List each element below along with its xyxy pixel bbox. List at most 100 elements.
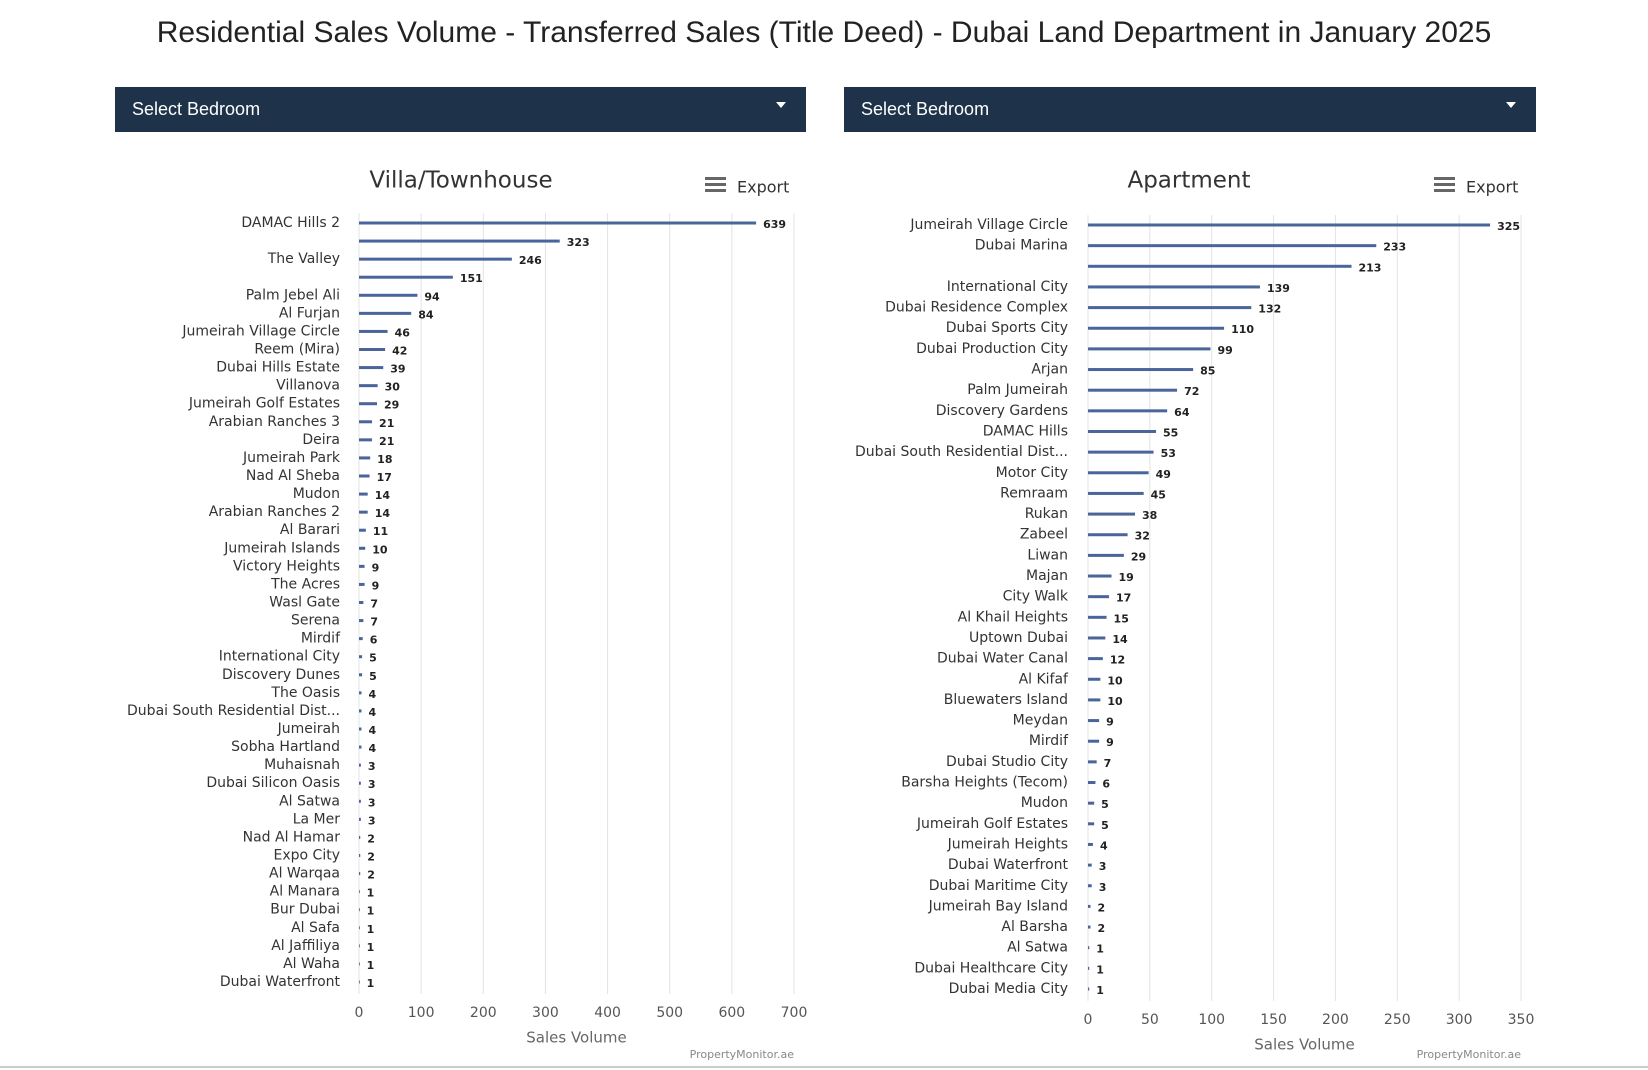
category-label: Jumeirah Heights (947, 836, 1068, 852)
category-label: Jumeirah Golf Estates (188, 396, 340, 412)
bar (1088, 512, 1136, 516)
category-label: Dubai Hills Estate (216, 360, 340, 376)
bar (359, 275, 453, 279)
value-label: 323 (567, 236, 590, 249)
dropdown[interactable] (115, 87, 806, 132)
category-label: Dubai Waterfront (948, 857, 1069, 873)
x-tick-label: 600 (718, 1005, 745, 1021)
bar (359, 872, 361, 876)
bar (1088, 719, 1100, 723)
category-label: Wasl Gate (269, 595, 340, 611)
value-label: 21 (379, 435, 394, 448)
value-label: 6 (370, 634, 378, 647)
bar (1088, 904, 1091, 908)
value-label: 110 (1231, 323, 1254, 336)
bar (1088, 946, 1090, 950)
bar (359, 564, 365, 568)
category-label: Jumeirah Village Circle (909, 217, 1068, 233)
category-label: Arabian Ranches 2 (209, 504, 340, 520)
value-label: 9 (1106, 736, 1114, 749)
export-icon (705, 189, 726, 192)
value-label: 18 (377, 453, 392, 466)
bar (359, 329, 388, 333)
export-button[interactable]: Export (737, 178, 789, 197)
value-label: 99 (1217, 344, 1232, 357)
category-label: Meydan (1013, 713, 1068, 729)
value-label: 42 (392, 345, 407, 358)
bar (359, 221, 757, 225)
x-axis-title: Sales Volume (1254, 1036, 1354, 1054)
category-label: Reem (Mira) (254, 342, 340, 358)
bar (359, 817, 361, 821)
category-label: Dubai Studio City (946, 754, 1068, 770)
value-label: 1 (367, 959, 375, 972)
category-label: Discovery Gardens (936, 403, 1068, 419)
category-label: Jumeirah Bay Island (928, 898, 1068, 914)
bar (1088, 264, 1352, 268)
category-label: Al Furjan (279, 305, 340, 321)
bar (1088, 429, 1157, 433)
category-label: Motor City (996, 465, 1068, 481)
bar (359, 619, 364, 623)
x-tick-label: 0 (355, 1005, 364, 1021)
bar (1088, 285, 1260, 289)
value-label: 4 (368, 706, 376, 719)
bar (1088, 636, 1106, 640)
bar (1088, 801, 1095, 805)
bar (359, 691, 362, 695)
category-label: Dubai Water Canal (937, 651, 1068, 667)
category-label: Palm Jumeirah (967, 382, 1068, 398)
bar (1088, 739, 1100, 743)
value-label: 1 (367, 887, 375, 900)
value-label: 7 (370, 616, 378, 629)
value-label: 29 (384, 399, 399, 412)
category-label: Jumeirah Golf Estates (916, 816, 1068, 832)
bar (1088, 925, 1091, 929)
category-label: The Acres (270, 576, 340, 592)
bar (359, 239, 560, 243)
category-label: Zabeel (1020, 527, 1068, 543)
value-label: 132 (1258, 303, 1281, 316)
category-label: The Valley (267, 251, 340, 267)
x-tick-label: 400 (594, 1005, 621, 1021)
category-label: Bur Dubai (270, 902, 340, 918)
export-button[interactable]: Export (1466, 178, 1518, 197)
value-label: 38 (1142, 509, 1157, 522)
dropdown[interactable] (844, 87, 1536, 132)
bar (359, 293, 418, 297)
category-label: Al Satwa (279, 793, 340, 809)
bar (1088, 471, 1149, 475)
value-label: 4 (368, 688, 376, 701)
bar (359, 926, 360, 930)
bar (359, 727, 362, 731)
value-label: 1 (1096, 943, 1104, 956)
x-tick-label: 200 (1322, 1012, 1349, 1028)
category-label: Al Manara (270, 884, 340, 900)
bar (1088, 574, 1112, 578)
bar (359, 944, 360, 948)
x-tick-label: 300 (1446, 1012, 1473, 1028)
value-label: 30 (385, 381, 401, 394)
export-icon (1434, 177, 1455, 180)
bar (359, 980, 360, 984)
category-label: Al Satwa (1007, 940, 1068, 956)
value-label: 639 (763, 218, 786, 231)
value-label: 213 (1359, 261, 1382, 274)
export-icon (705, 177, 726, 180)
category-label: Al Barari (280, 522, 340, 538)
bar (359, 637, 363, 641)
dropdown-arrow (1506, 102, 1516, 108)
bar (359, 348, 386, 351)
bar (359, 908, 360, 912)
credit: PropertyMonitor.ae (690, 1048, 795, 1061)
category-label: Nad Al Sheba (246, 468, 340, 484)
bar (1088, 863, 1092, 867)
bar (359, 962, 360, 966)
category-label: Mirdif (301, 631, 341, 647)
value-label: 2 (367, 869, 375, 882)
value-label: 55 (1163, 426, 1178, 439)
category-label: Expo City (274, 848, 340, 864)
value-label: 39 (390, 363, 405, 376)
value-label: 9 (372, 561, 380, 574)
